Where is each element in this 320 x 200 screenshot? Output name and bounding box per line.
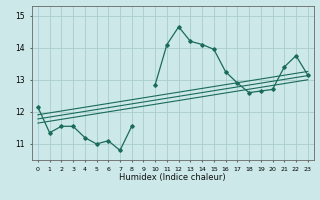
X-axis label: Humidex (Indice chaleur): Humidex (Indice chaleur) [119, 173, 226, 182]
